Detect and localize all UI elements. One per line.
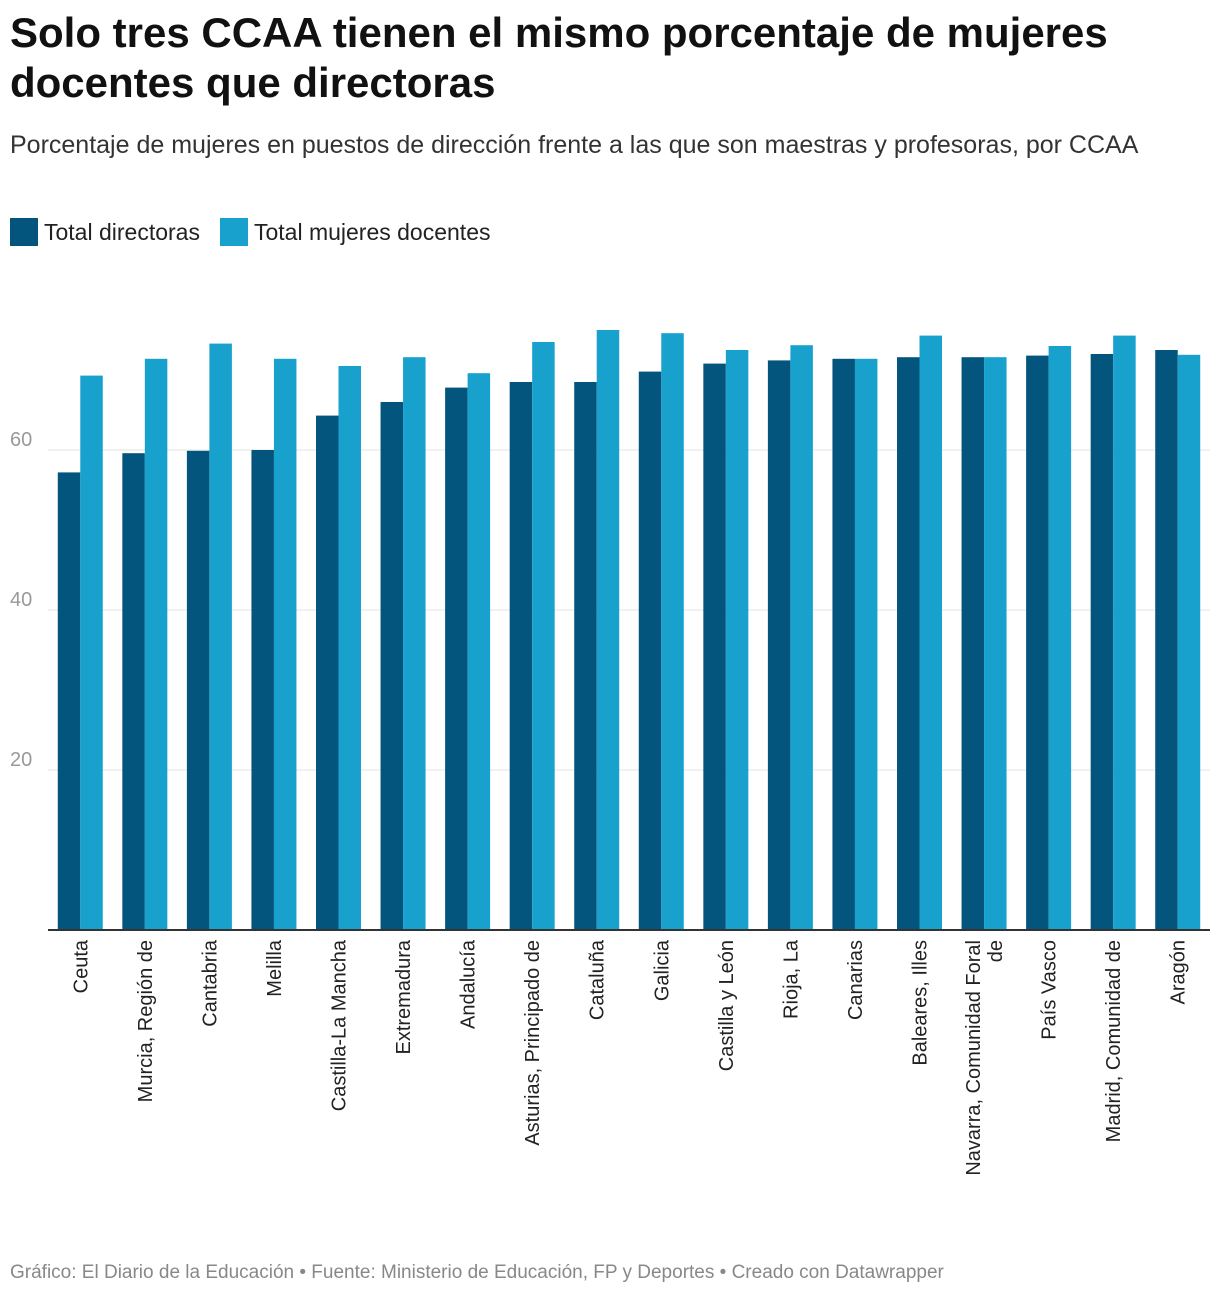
bar-directoras-5 [380,402,404,930]
x-tick-label-group-7: Asturias, Principado de [522,940,544,1146]
bar-directoras-17 [1155,350,1178,930]
bar-docentes-4 [338,366,361,930]
bar-directoras-13 [897,357,920,930]
bar-directoras-1 [122,453,145,930]
y-tick-label-60: 60 [10,429,32,451]
bar-docentes-13 [919,335,942,931]
bar-docentes-1 [144,358,168,930]
bar-docentes-2 [209,343,232,931]
x-tick-label-group-15: País Vasco [1039,940,1061,1040]
x-tick-label-group-11: Rioja, La [780,939,802,1019]
legend-item-directoras: Total directoras [10,218,200,246]
legend-item-docentes: Total mujeres docentes [219,218,491,246]
bar-docentes-15 [1048,346,1072,930]
bar-docentes-12 [854,358,878,930]
x-tick-label: Baleares, Illes [910,940,932,1066]
bar-docentes-5 [403,357,426,930]
bar-docentes-3 [273,358,297,930]
bar-docentes-10 [725,350,749,930]
x-tick-label-group-2: Cantabria [199,939,221,1027]
x-tick-label: Rioja, La [780,939,802,1019]
x-tick-label-group-3: Melilla [264,939,286,997]
bar-directoras-9 [638,371,662,931]
bar-directoras-6 [445,387,468,931]
bar-docentes-11 [790,345,813,930]
bar-docentes-9 [661,333,684,930]
legend: Total directoras Total mujeres docentes [10,218,510,246]
bar-directoras-15 [1026,355,1049,931]
x-tick-label: Andalucía [458,939,480,1029]
x-tick-label: Cataluña [587,939,609,1020]
chart-footer: Gráfico: El Diario de la Educación • Fue… [10,1262,944,1283]
bar-chart: 20 40 60 Ceuta Murcia, Región de Cantabria Mel… [10,330,1210,1176]
bar-directoras-11 [767,360,791,930]
x-tick-label: Castilla y León [716,940,738,1071]
bar-docentes-0 [80,375,103,931]
x-tick-label-group-4: Castilla-La Mancha [329,939,351,1111]
x-tick-label: Navarra, Comunidad Foral [963,940,985,1176]
bar-docentes-7 [532,342,555,930]
bar-docentes-6 [467,373,491,930]
x-tick-label-group-17: Aragón [1168,940,1190,1005]
x-tick-label-group-0: Ceuta [70,939,92,993]
x-tick-label: Galicia [651,939,673,1001]
legend-swatch-directoras [10,218,38,246]
legend-label-docentes: Total mujeres docentes [253,218,491,245]
x-tick-label: Ceuta [70,939,92,993]
bar-docentes-8 [596,330,620,930]
chart-subtitle: Porcentaje de mujeres en puestos de dire… [10,131,1139,159]
y-tick-label-40: 40 [10,589,32,611]
bar-directoras-7 [509,382,533,930]
legend-swatch-docentes [219,218,248,246]
x-tick-label-group-8: Cataluña [587,939,609,1020]
chart-title: Solo tres CCAA tienen el mismo porcentaj… [10,9,1108,106]
legend-label-directoras: Total directoras [44,218,200,245]
x-tick-label-group-1: Murcia, Región de [135,940,157,1102]
x-tick-label: Castilla-La Mancha [329,939,351,1111]
x-tick-label: País Vasco [1039,940,1061,1040]
bar-directoras-8 [574,382,597,930]
x-tick-label-group-10: Castilla y León [716,940,738,1071]
bar-directoras-3 [251,450,274,930]
x-tick-label: de [985,940,1007,962]
bar-docentes-14 [984,357,1007,930]
bar-docentes-17 [1177,354,1201,930]
x-tick-label-group-13: Baleares, Illes [910,940,932,1066]
y-tick-label-20: 20 [10,749,32,771]
x-tick-label-group-14: Navarra, Comunidad Foral de [963,940,1007,1176]
x-tick-label: Melilla [264,939,286,997]
bar-directoras-12 [832,358,855,930]
x-tick-label-group-6: Andalucía [458,939,480,1029]
bar-directoras-4 [316,415,339,931]
x-tick-label: Cantabria [199,939,221,1027]
x-tick-label: Canarias [845,940,867,1020]
x-tick-label-group-9: Galicia [651,939,673,1001]
bar-directoras-0 [57,472,81,930]
x-tick-label: Madrid, Comunidad de [1103,940,1125,1142]
bar-directoras-2 [186,450,210,930]
x-tick-label: Murcia, Región de [135,940,157,1102]
bar-directoras-10 [703,363,726,931]
x-tick-label: Aragón [1168,940,1190,1005]
bar-directoras-16 [1090,354,1114,930]
x-tick-label: Extremadura [393,939,415,1054]
x-tick-label-group-12: Canarias [845,940,867,1020]
x-tick-label-group-5: Extremadura [393,939,415,1054]
bar-docentes-16 [1113,335,1136,931]
x-tick-label-group-16: Madrid, Comunidad de [1103,940,1125,1142]
bar-directoras-14 [961,357,985,930]
x-tick-label: Asturias, Principado de [522,940,544,1146]
